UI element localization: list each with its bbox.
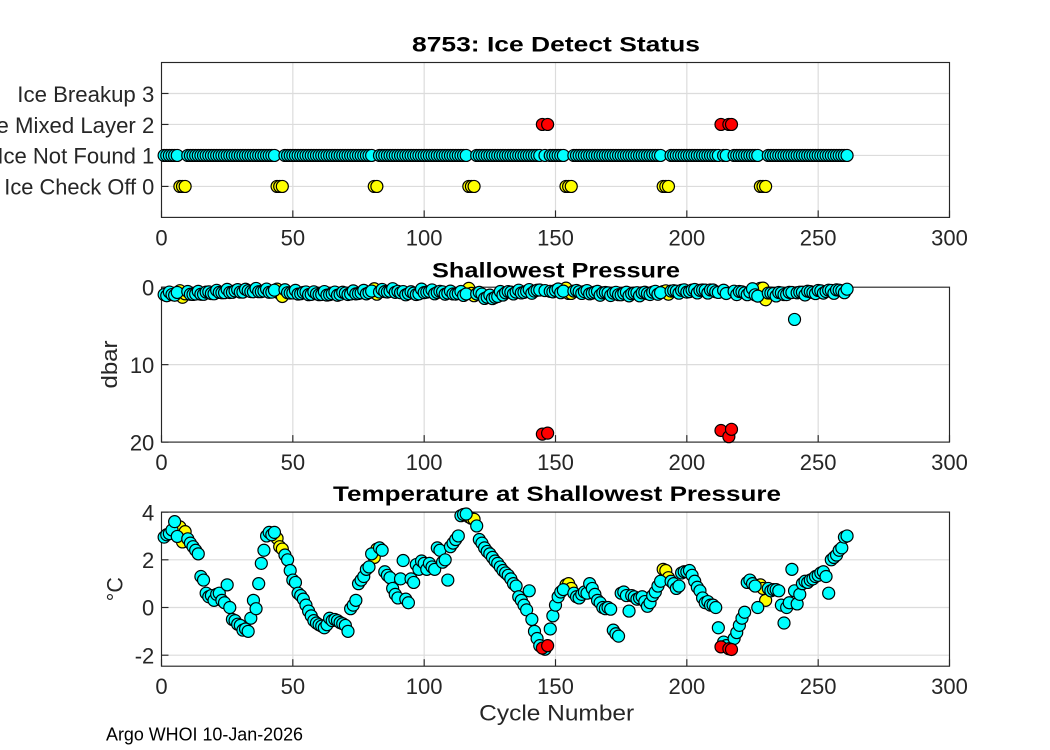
svg-text:10: 10	[130, 353, 154, 378]
svg-text:8753: Ice Detect Status: 8753: Ice Detect Status	[412, 33, 700, 56]
svg-text:150: 150	[537, 674, 574, 699]
svg-text:250: 250	[800, 225, 837, 250]
svg-text:2: 2	[142, 548, 154, 573]
svg-text:200: 200	[668, 674, 705, 699]
svg-text:Ice Breakup 3: Ice Breakup 3	[17, 82, 154, 107]
svg-text:300: 300	[931, 450, 968, 475]
svg-text:300: 300	[931, 225, 968, 250]
svg-text:300: 300	[931, 674, 968, 699]
svg-text:Argo WHOI 10-Jan-2026: Argo WHOI 10-Jan-2026	[106, 724, 303, 744]
svg-text:250: 250	[800, 450, 837, 475]
svg-text:0: 0	[155, 674, 167, 699]
svg-text:Ice Mixed Layer 2: Ice Mixed Layer 2	[0, 113, 154, 138]
svg-text:150: 150	[537, 450, 574, 475]
svg-text:200: 200	[668, 225, 705, 250]
svg-text:0: 0	[142, 596, 154, 621]
svg-text:Ice Not Found 1: Ice Not Found 1	[0, 144, 154, 169]
svg-text:Ice Check Off 0: Ice Check Off 0	[4, 175, 154, 200]
svg-text:20: 20	[130, 430, 154, 455]
svg-text:dbar: dbar	[97, 341, 122, 389]
svg-text:0: 0	[155, 225, 167, 250]
svg-text:Temperature at Shallowest Pres: Temperature at Shallowest Pressure	[333, 483, 781, 506]
svg-text:100: 100	[406, 225, 443, 250]
svg-text:Shallowest Pressure: Shallowest Pressure	[432, 259, 680, 282]
svg-text:50: 50	[281, 674, 305, 699]
svg-text:0: 0	[155, 450, 167, 475]
svg-text:50: 50	[281, 225, 305, 250]
svg-text:4: 4	[142, 500, 154, 525]
svg-text:100: 100	[406, 450, 443, 475]
svg-text:250: 250	[800, 674, 837, 699]
svg-text:200: 200	[668, 450, 705, 475]
svg-text:°C: °C	[103, 577, 128, 601]
svg-text:100: 100	[406, 674, 443, 699]
svg-text:-2: -2	[135, 643, 155, 668]
svg-text:50: 50	[281, 450, 305, 475]
svg-text:150: 150	[537, 225, 574, 250]
svg-text:0: 0	[142, 275, 154, 300]
svg-text:Cycle Number: Cycle Number	[479, 701, 634, 726]
